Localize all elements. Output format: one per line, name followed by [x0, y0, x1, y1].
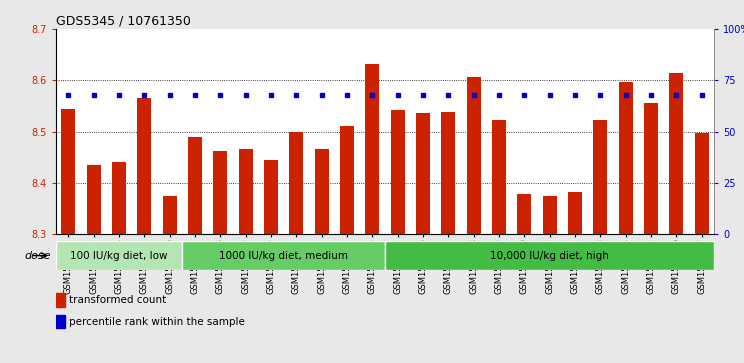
Bar [365, 64, 379, 234]
Bar [182, 29, 208, 234]
Bar [436, 29, 461, 234]
Bar [695, 132, 708, 234]
Bar [163, 196, 177, 234]
Bar [461, 29, 487, 234]
Bar [644, 103, 658, 234]
Bar [182, 241, 385, 270]
Bar [334, 29, 359, 234]
Bar [62, 109, 75, 234]
Bar [289, 132, 304, 234]
Bar [542, 196, 557, 234]
Bar [619, 82, 632, 234]
Bar [385, 29, 411, 234]
Bar [106, 29, 132, 234]
Text: GDS5345 / 10761350: GDS5345 / 10761350 [56, 15, 190, 28]
Text: 1000 IU/kg diet, medium: 1000 IU/kg diet, medium [219, 250, 348, 261]
Bar [112, 162, 126, 234]
Bar [56, 29, 81, 234]
Bar [416, 113, 430, 234]
Bar [664, 29, 689, 234]
Bar [81, 29, 106, 234]
Bar [512, 29, 537, 234]
Bar [613, 29, 638, 234]
Bar [56, 293, 65, 307]
Bar [670, 73, 683, 234]
Bar [487, 29, 512, 234]
Bar [157, 29, 182, 234]
Bar [588, 29, 613, 234]
Bar [87, 165, 100, 234]
Bar [517, 194, 531, 234]
Bar [562, 29, 588, 234]
Bar [689, 29, 714, 234]
Bar [466, 77, 481, 234]
Text: 100 IU/kg diet, low: 100 IU/kg diet, low [71, 250, 168, 261]
Bar [56, 241, 182, 270]
Bar [138, 98, 151, 234]
Bar [56, 315, 65, 328]
Bar [264, 160, 278, 234]
Bar [359, 29, 385, 234]
Bar [208, 29, 233, 234]
Bar [132, 29, 157, 234]
Text: 10,000 IU/kg diet, high: 10,000 IU/kg diet, high [490, 250, 609, 261]
Bar [315, 148, 329, 234]
Bar [188, 137, 202, 234]
Bar [492, 120, 506, 234]
Text: dose: dose [24, 250, 51, 261]
Bar [391, 110, 405, 234]
Bar [385, 241, 714, 270]
Bar [537, 29, 562, 234]
Bar [340, 126, 354, 234]
Bar [411, 29, 436, 234]
Bar [283, 29, 309, 234]
Bar [593, 120, 607, 234]
Bar [441, 112, 455, 234]
Bar [233, 29, 258, 234]
Bar [638, 29, 664, 234]
Bar [214, 151, 228, 234]
Text: percentile rank within the sample: percentile rank within the sample [69, 317, 245, 327]
Bar [258, 29, 283, 234]
Bar [568, 192, 582, 234]
Text: transformed count: transformed count [69, 295, 167, 305]
Bar [309, 29, 334, 234]
Bar [239, 148, 253, 234]
